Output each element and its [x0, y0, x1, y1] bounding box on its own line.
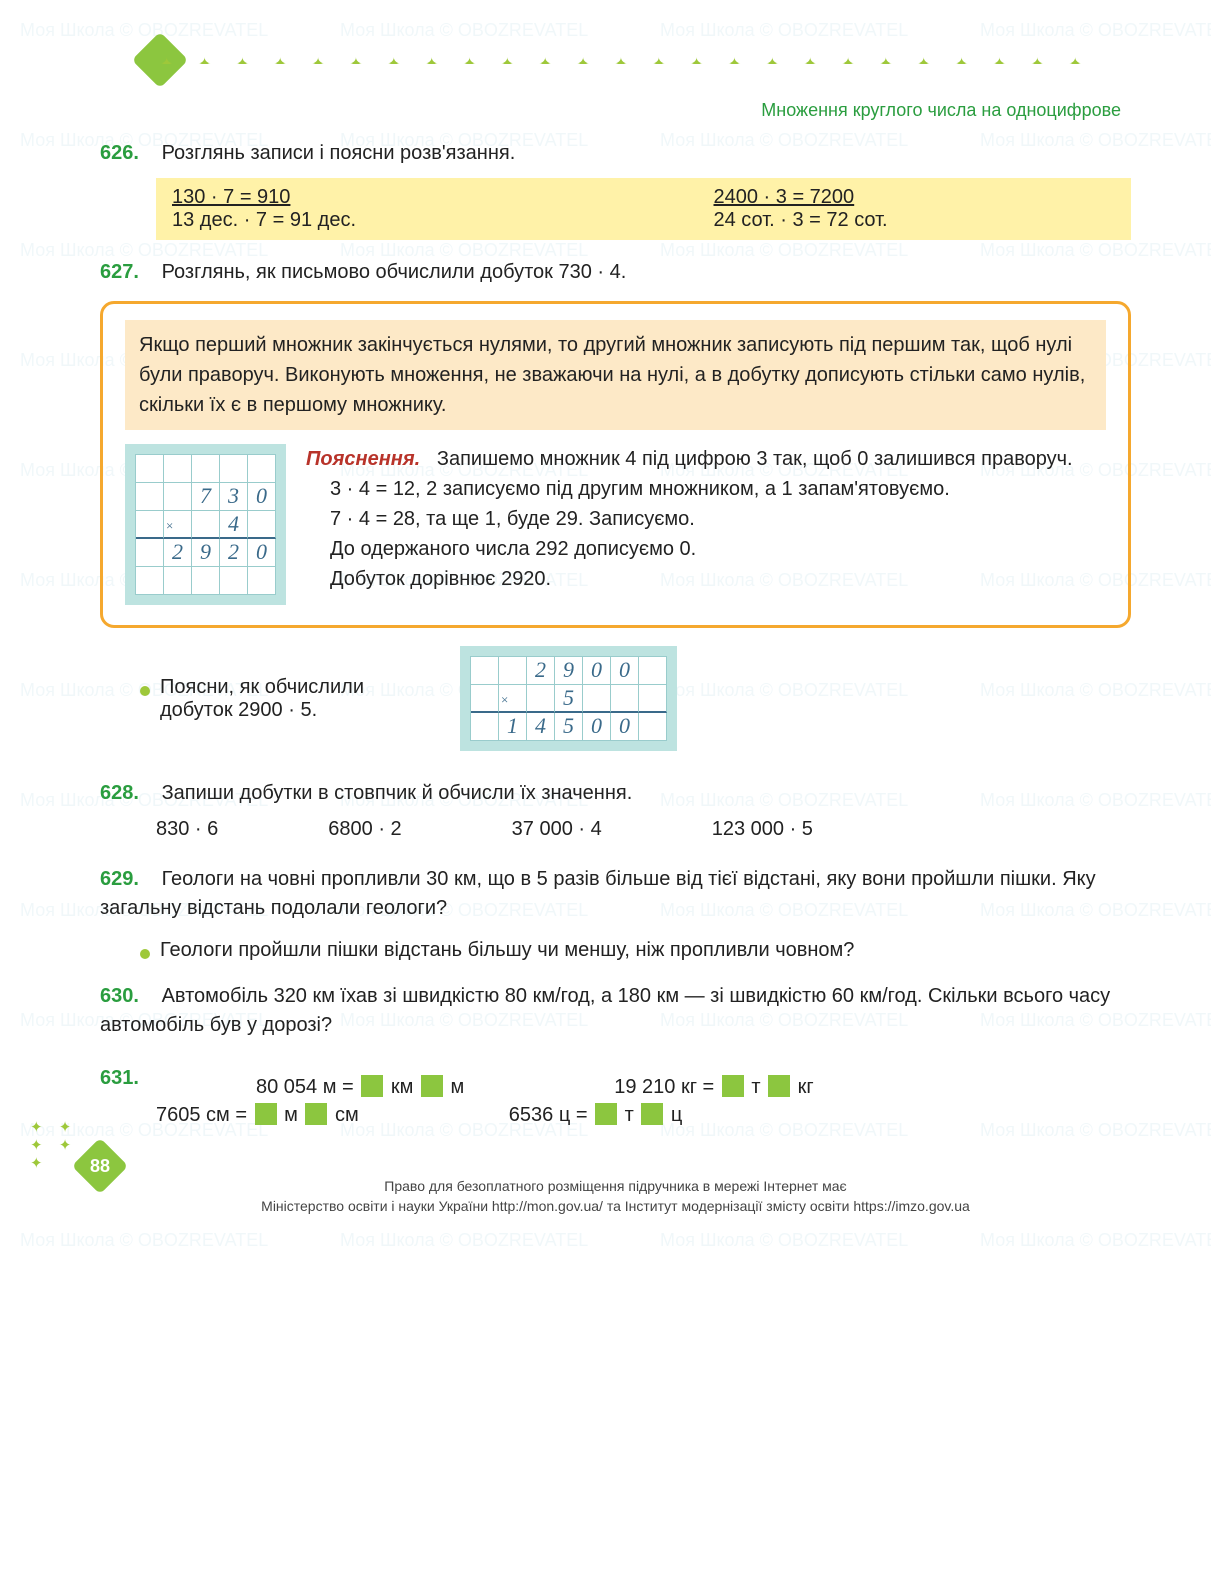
conversion-item: 6536 ц = т ц — [509, 1103, 683, 1127]
bullet-text: Геологи пройшли пішки відстань більшу чи… — [160, 939, 854, 962]
exercise-number: 626. — [100, 139, 156, 168]
exercise-text: Запиши добутки в стовпчик й обчисли їх з… — [162, 782, 633, 804]
calculation-grid-1: 730×42920 — [125, 444, 286, 605]
rule-box: Якщо перший множник закінчується нулями,… — [100, 301, 1131, 628]
top-decorative-border: ✦ ✦ ✦ ✦ ✦ ✦ ✦ ✦ ✦ ✦ ✦ ✦ ✦ ✦ ✦ ✦ ✦ ✦ ✦ ✦ … — [100, 40, 1131, 80]
conversion-item: 80 054 м = км м — [256, 1075, 464, 1099]
exercise-628: 628. Запиши добутки в стовпчик й обчисли… — [100, 779, 1131, 808]
calc-line: 24 сот. · 3 = 72 сот. — [714, 209, 1116, 232]
blank-box — [722, 1075, 744, 1097]
problem: 6800 · 2 — [328, 818, 401, 841]
conversion-item: 19 210 кг = т кг — [614, 1075, 813, 1099]
problem: 830 · 6 — [156, 818, 218, 841]
calc-line: 13 дес. · 7 = 91 дес. — [172, 209, 574, 232]
exercise-text: Розглянь, як письмово обчислили добуток … — [162, 261, 627, 283]
calc-line: 2400 · 3 = 7200 — [714, 186, 1116, 209]
footer: Право для безоплатного розміщення підруч… — [100, 1177, 1131, 1216]
blank-box — [361, 1075, 383, 1097]
blank-box — [768, 1075, 790, 1097]
exercise-number: 628. — [100, 779, 156, 808]
bullet-text: Поясни, як обчислили добуток 2900 · 5. — [160, 676, 420, 722]
page-number: 88 — [80, 1146, 120, 1186]
exercise-number: 631. — [100, 1064, 156, 1093]
exercise-text: Геологи на човні пропливли 30 км, що в 5… — [100, 868, 1096, 919]
blank-box — [595, 1103, 617, 1125]
exercise-text: Розглянь записи і поясни розв'язання. — [162, 142, 516, 164]
explanation-text: Пояснення. Запишемо множник 4 під цифрою… — [306, 444, 1106, 594]
exercise-629: 629. Геологи на човні пропливли 30 км, щ… — [100, 865, 1131, 923]
exercise-627: 627. Розглянь, як письмово обчислили доб… — [100, 258, 1131, 287]
conversion-item: 7605 см = м см — [156, 1103, 359, 1127]
blank-box — [421, 1075, 443, 1097]
calculation-grid-2: 2900×514500 — [460, 646, 677, 751]
exercise-number: 629. — [100, 865, 156, 894]
problem: 123 000 · 5 — [712, 818, 813, 841]
problem-row: 830 · 6 6800 · 2 37 000 · 4 123 000 · 5 — [156, 818, 1131, 841]
conversion-row: 7605 см = м см 6536 ц = т ц — [156, 1103, 1131, 1127]
blank-box — [255, 1103, 277, 1125]
exercise-number: 630. — [100, 982, 156, 1011]
calc-line: 130 · 7 = 910 — [172, 186, 574, 209]
bullet-icon — [140, 686, 150, 696]
page-number-badge: 88 — [80, 1146, 120, 1186]
plus-row: ✦ ✦ ✦ ✦ ✦ ✦ ✦ ✦ ✦ ✦ ✦ ✦ ✦ ✦ ✦ ✦ ✦ ✦ ✦ ✦ … — [160, 54, 1091, 64]
highlight-box-626: 130 · 7 = 910 13 дес. · 7 = 91 дес. 2400… — [156, 178, 1131, 240]
exercise-number: 627. — [100, 258, 156, 287]
section-title: Множення круглого числа на одноцифрове — [100, 100, 1131, 121]
explain-header: Пояснення. — [306, 448, 420, 470]
blank-box — [305, 1103, 327, 1125]
bullet-icon — [140, 949, 150, 959]
problem: 37 000 · 4 — [512, 818, 602, 841]
rule-text: Якщо перший множник закінчується нулями,… — [125, 320, 1106, 430]
exercise-text: Автомобіль 320 км їхав зі швидкістю 80 к… — [100, 985, 1110, 1036]
exercise-630: 630. Автомобіль 320 км їхав зі швидкістю… — [100, 982, 1131, 1040]
exercise-626: 626. Розглянь записи і поясни розв'язанн… — [100, 139, 1131, 168]
conversion-row: 80 054 м = км м 19 210 кг = т кг — [256, 1075, 1131, 1099]
blank-box — [641, 1103, 663, 1125]
bottom-plus-decor: ✦ ✦ ✦ ✦ ✦ — [30, 1118, 80, 1172]
